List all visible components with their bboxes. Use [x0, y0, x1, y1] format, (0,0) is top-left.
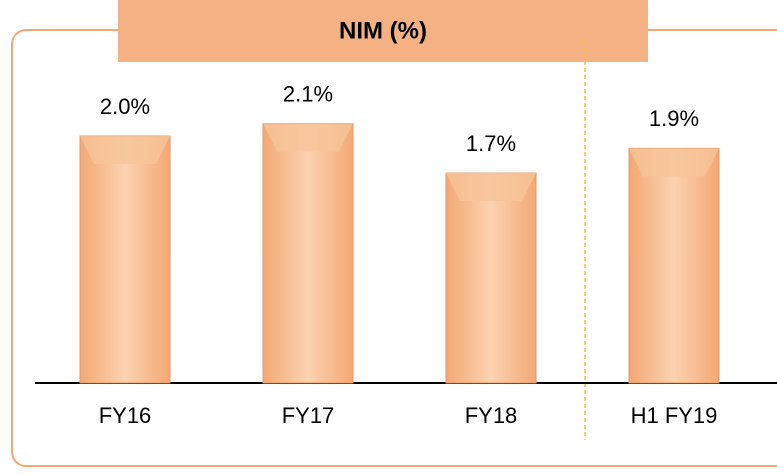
x-tick-label: FY16 — [98, 403, 152, 428]
x-tick-label: FY17 — [281, 403, 335, 428]
value-label: 1.7% — [466, 131, 516, 156]
value-label: 2.1% — [283, 81, 333, 106]
value-label: 1.9% — [649, 106, 699, 131]
bar — [628, 147, 720, 384]
bar — [262, 123, 354, 384]
bar-bevel — [446, 173, 536, 202]
chart-title: NIM (%) — [339, 17, 427, 44]
value-label: 2.0% — [100, 94, 150, 119]
title-box — [118, 0, 648, 62]
x-tick-label: H1 FY19 — [630, 403, 718, 428]
bar — [445, 172, 537, 384]
bar-bevel — [629, 148, 719, 177]
bar-bevel — [263, 123, 353, 152]
bar — [79, 135, 171, 384]
bar-bevel — [80, 136, 170, 164]
x-tick-label: FY18 — [464, 403, 518, 428]
